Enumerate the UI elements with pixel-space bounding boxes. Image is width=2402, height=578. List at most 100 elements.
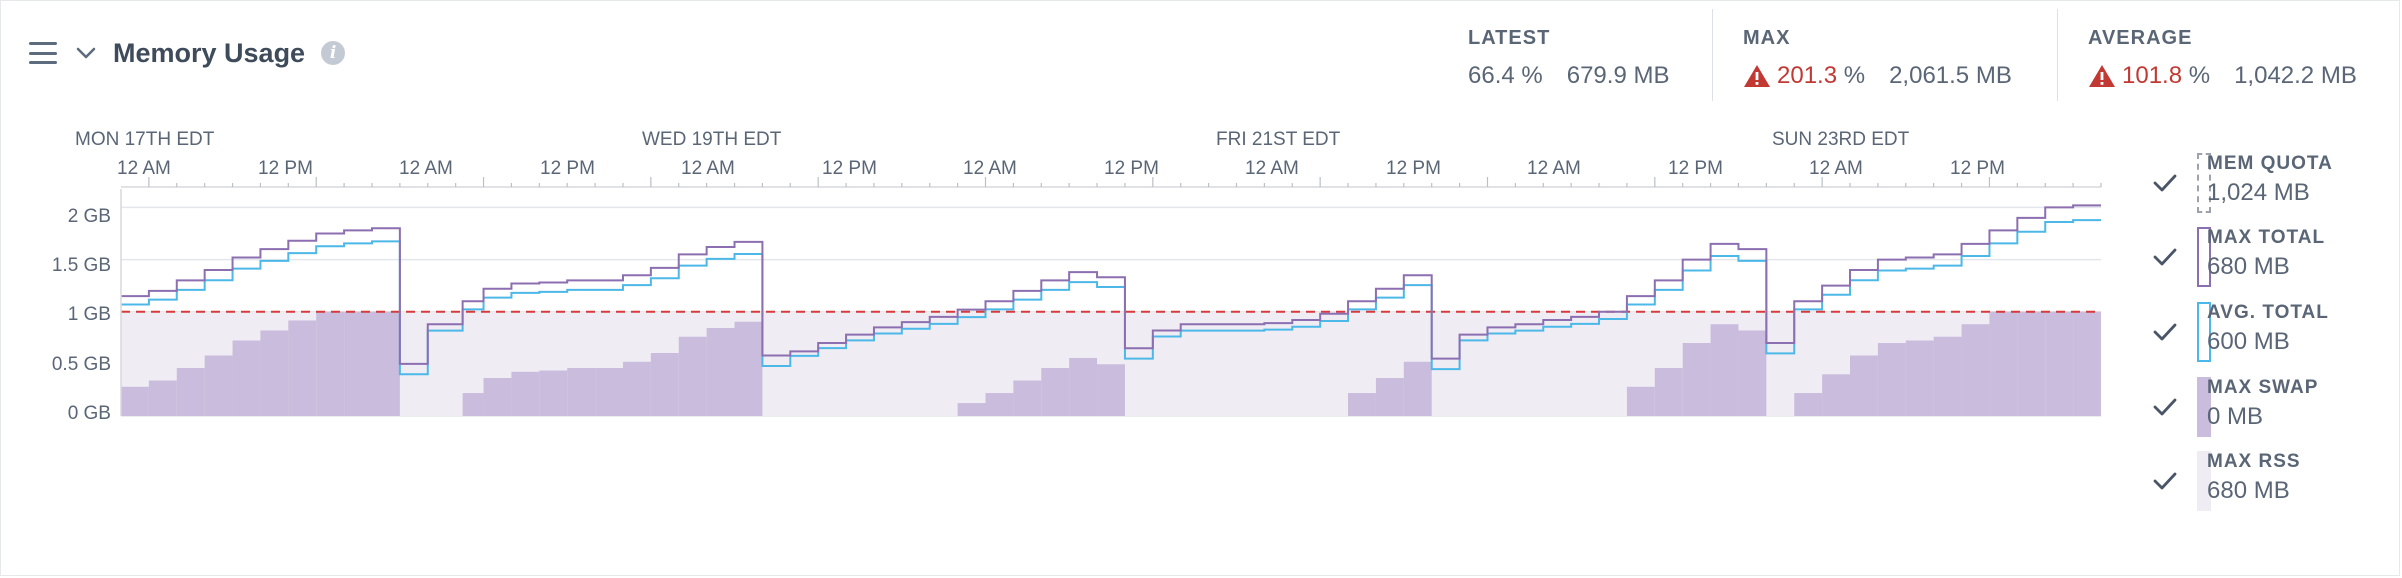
max-swap-bar xyxy=(650,353,679,416)
max-swap-bar xyxy=(1877,343,1906,416)
max-swap-bar xyxy=(1069,358,1098,416)
panel-title: Memory Usage xyxy=(113,37,306,68)
x-hour-label: 12 PM xyxy=(822,158,877,179)
max-swap-bar xyxy=(483,378,512,416)
max-swap-bar xyxy=(148,380,177,416)
x-hour-label: 12 PM xyxy=(1950,158,2005,179)
stat-latest-pct: 66.4 xyxy=(1468,62,1515,89)
max-swap-bar xyxy=(176,368,205,416)
max-swap-bar xyxy=(1403,361,1432,416)
avg-total-line xyxy=(121,219,2101,376)
stat-max-label: MAX xyxy=(1743,27,1791,49)
warning-icon xyxy=(2089,65,2115,87)
stat-latest: LATEST 66.4 % 679.9 MB xyxy=(1468,27,1669,90)
stats-divider xyxy=(2057,9,2058,101)
stat-average: AVERAGE 101.8 % 1,042.2 MB xyxy=(2088,27,2357,90)
max-swap-bar xyxy=(985,393,1014,416)
legend-item-name: MAX TOTAL xyxy=(2207,227,2326,248)
legend-swatch xyxy=(2197,153,2211,213)
check-icon xyxy=(2153,248,2177,266)
max-swap-bar xyxy=(1822,374,1851,416)
legend-swatch xyxy=(2197,451,2211,511)
max-swap-bar xyxy=(204,355,233,416)
max-swap-bar xyxy=(2017,311,2046,416)
legend-item-max-rss[interactable]: MAX RSS 680 MB xyxy=(2141,449,2381,515)
x-hour-label: 12 AM xyxy=(1809,158,1863,179)
stat-average-mb: 1,042.2 MB xyxy=(2234,62,2357,89)
warning-icon xyxy=(1744,65,1770,87)
x-hour-label: 12 AM xyxy=(117,158,171,179)
stat-max: MAX 201.3 % 2,061.5 MB xyxy=(1743,27,2012,90)
stat-latest-mb: 679.9 MB xyxy=(1566,62,1670,89)
max-total-line xyxy=(121,204,2101,365)
max-swap-bar xyxy=(1989,311,2018,416)
x-hour-label: 12 AM xyxy=(1245,158,1299,179)
max-swap-bar xyxy=(1794,393,1823,416)
x-day-label: SUN 23RD EDT xyxy=(1772,129,1910,150)
max-swap-bar xyxy=(1375,378,1404,416)
max-swap-bar xyxy=(2073,311,2101,416)
legend-item-value: 600 MB xyxy=(2207,328,2290,355)
x-hour-label: 12 PM xyxy=(540,158,595,179)
x-hour-label: 12 PM xyxy=(1668,158,1723,179)
max-swap-bar xyxy=(734,321,763,416)
max-swap-bar xyxy=(706,327,735,416)
stat-average-pct: 101.8 xyxy=(2122,62,2183,89)
stats-divider xyxy=(1712,9,1713,101)
max-swap-bar xyxy=(1348,393,1376,416)
max-swap-bar xyxy=(2045,311,2074,416)
y-tick-label: 0.5 GB xyxy=(51,354,111,375)
max-swap-bar xyxy=(232,340,261,416)
legend-item-name: MEM QUOTA xyxy=(2207,153,2333,174)
stat-latest-label: LATEST xyxy=(1468,27,1551,49)
max-swap-bar xyxy=(288,320,317,416)
max-swap-bar xyxy=(1626,386,1655,416)
legend-item-max-total[interactable]: MAX TOTAL 680 MB xyxy=(2141,225,2381,291)
max-swap-bar xyxy=(567,368,596,416)
y-tick-label: 1 GB xyxy=(67,304,111,325)
legend-item-name: AVG. TOTAL xyxy=(2207,302,2329,323)
legend-swatch xyxy=(2197,227,2211,287)
x-hour-label: 12 AM xyxy=(681,158,735,179)
hamburger-icon[interactable] xyxy=(29,42,57,64)
max-swap-bar xyxy=(622,361,651,416)
legend-item-avg-total[interactable]: AVG. TOTAL 600 MB xyxy=(2141,300,2381,366)
max-swap-bar xyxy=(1961,324,1990,416)
max-swap-bar xyxy=(1654,368,1683,416)
legend-item-mem-quota[interactable]: MEM QUOTA 1,024 MB xyxy=(2141,151,2381,217)
x-hour-label: 12 PM xyxy=(1386,158,1441,179)
max-swap-bar xyxy=(344,311,372,416)
x-day-label: MON 17TH EDT xyxy=(75,129,215,150)
y-tick-label: 1.5 GB xyxy=(51,255,111,276)
max-swap-bar xyxy=(1905,340,1934,416)
y-tick-label: 0 GB xyxy=(67,403,111,424)
max-swap-bar xyxy=(1710,324,1739,416)
info-icon[interactable]: i xyxy=(321,41,346,65)
check-icon xyxy=(2153,323,2177,341)
max-swap-bar xyxy=(260,330,289,416)
max-swap-bar xyxy=(1850,355,1878,416)
legend-item-value: 1,024 MB xyxy=(2207,179,2310,206)
x-hour-label: 12 AM xyxy=(399,158,453,179)
x-day-label: WED 19TH EDT xyxy=(642,129,782,150)
max-swap-bar xyxy=(539,370,568,416)
check-icon xyxy=(2153,174,2177,192)
max-swap-bar xyxy=(316,311,345,416)
check-icon xyxy=(2153,472,2177,490)
y-tick-label: 2 GB xyxy=(67,206,111,227)
x-hour-label: 12 AM xyxy=(963,158,1017,179)
stat-max-mb: 2,061.5 MB xyxy=(1889,62,2012,89)
chevron-down-icon[interactable] xyxy=(73,40,99,66)
x-hour-label: 12 PM xyxy=(258,158,313,179)
legend-swatch xyxy=(2197,377,2211,437)
legend-item-value: 680 MB xyxy=(2207,253,2290,280)
max-swap-bar xyxy=(1041,368,1070,416)
max-swap-bar xyxy=(1933,336,1962,416)
legend-item-max-swap[interactable]: MAX SWAP 0 MB xyxy=(2141,375,2381,441)
legend-item-value: 0 MB xyxy=(2207,403,2264,430)
max-swap-bar xyxy=(678,336,707,416)
max-swap-bar xyxy=(121,386,149,416)
check-icon xyxy=(2153,398,2177,416)
